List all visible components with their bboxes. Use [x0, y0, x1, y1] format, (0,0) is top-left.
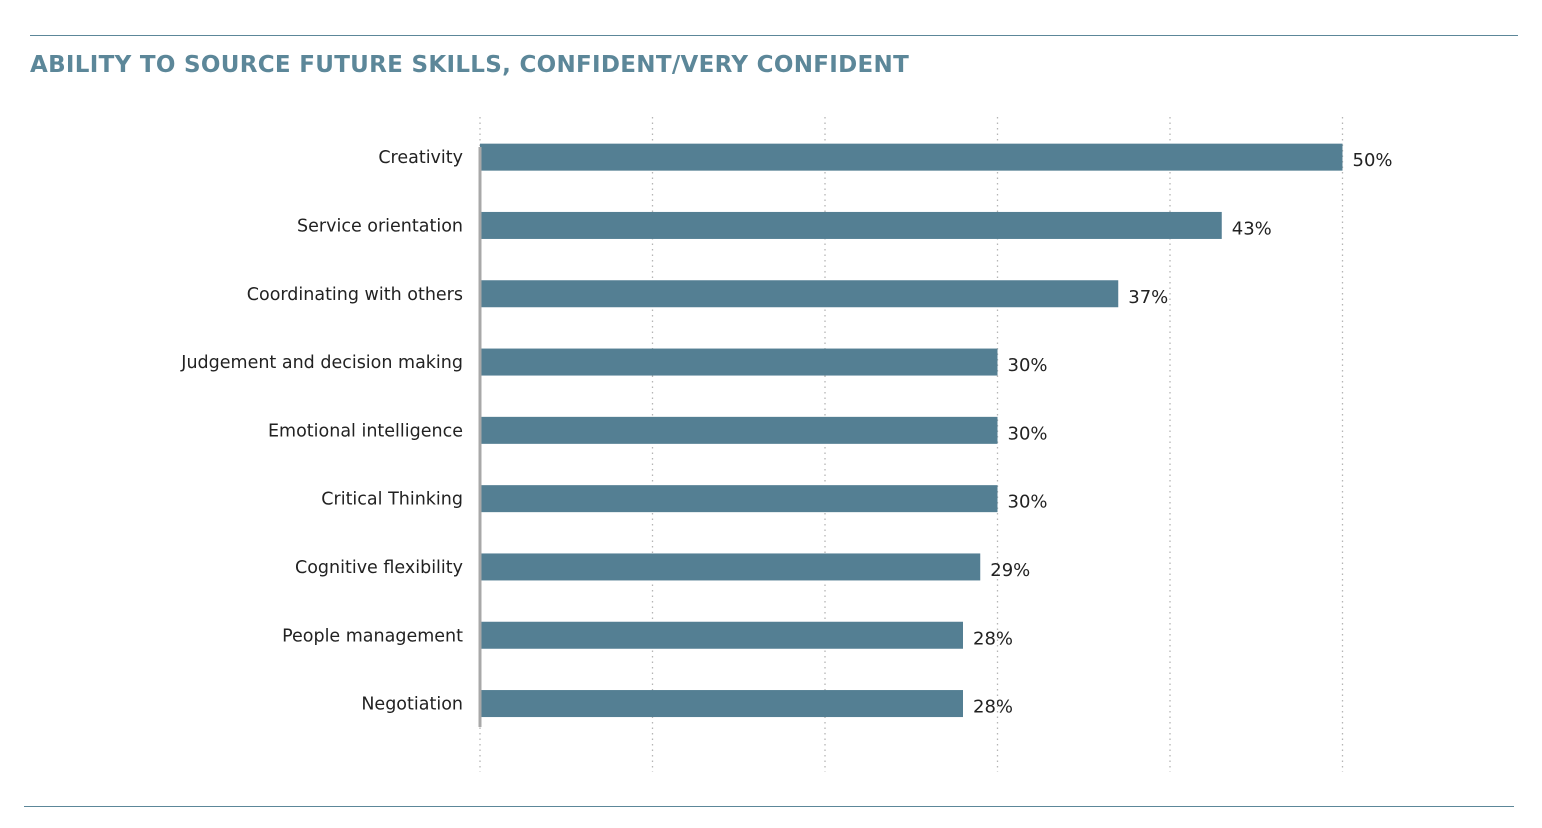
value-label: 50% [1353, 150, 1393, 171]
category-label: Cognitive flexibility [295, 558, 463, 578]
bar [480, 621, 963, 649]
chart-title: ABILITY TO SOURCE FUTURE SKILLS, CONFIDE… [30, 52, 910, 78]
bar [480, 690, 963, 718]
category-label: Creativity [378, 148, 463, 168]
category-label: Negotiation [361, 695, 463, 715]
value-label: 29% [990, 560, 1030, 581]
bar [480, 416, 998, 444]
bar [480, 143, 1343, 171]
bar [480, 348, 998, 376]
value-label: 37% [1128, 287, 1168, 308]
bar [480, 553, 981, 581]
bottom-rule [24, 806, 1514, 807]
category-label: Coordinating with others [247, 285, 463, 305]
category-label: Service orientation [297, 216, 463, 236]
category-label: Judgement and decision making [180, 353, 463, 373]
bar [480, 485, 998, 513]
value-label: 30% [1008, 355, 1048, 376]
value-label: 28% [973, 628, 1013, 649]
bars [480, 143, 1343, 718]
category-label: Emotional intelligence [268, 421, 463, 441]
category-label: People management [282, 626, 463, 646]
bar [480, 280, 1119, 308]
labels: Creativity 50% Service orientation 43% Coord… [180, 148, 1392, 717]
bar [480, 211, 1222, 239]
value-label: 43% [1232, 218, 1272, 239]
value-label: 30% [1008, 492, 1048, 513]
top-rule [30, 35, 1518, 36]
value-label: 30% [1008, 423, 1048, 444]
value-label: 28% [973, 697, 1013, 718]
category-label: Critical Thinking [321, 490, 463, 510]
